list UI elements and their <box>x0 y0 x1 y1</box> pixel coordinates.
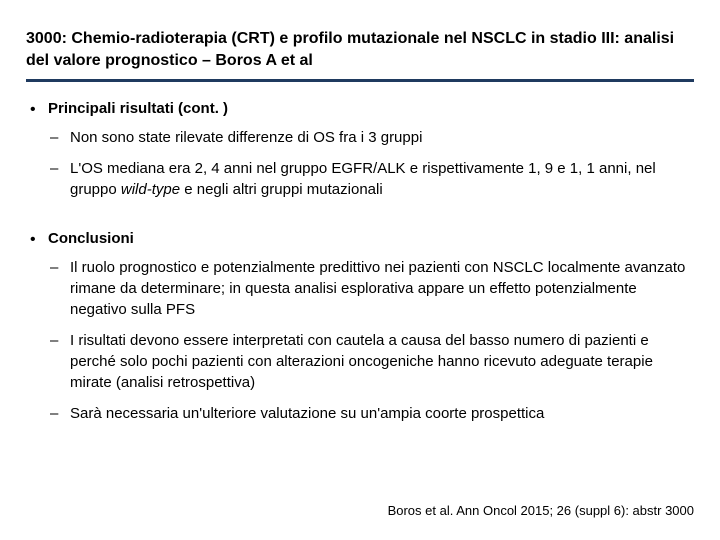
slide-title: 3000: Chemio-radioterapia (CRT) e profil… <box>26 28 694 82</box>
bullet-list: Il ruolo prognostico e potenzialmente pr… <box>48 257 694 424</box>
bullet-item: Il ruolo prognostico e potenzialmente pr… <box>48 257 694 320</box>
section-list: Conclusioni Il ruolo prognostico e poten… <box>26 228 694 424</box>
bullet-item: Sarà necessaria un'ulteriore valutazione… <box>48 403 694 424</box>
section-item: Principali risultati (cont. ) Non sono s… <box>26 98 694 200</box>
slide-content: Principali risultati (cont. ) Non sono s… <box>26 98 694 424</box>
slide: 3000: Chemio-radioterapia (CRT) e profil… <box>0 0 720 540</box>
bullet-list: Non sono state rilevate differenze di OS… <box>48 127 694 200</box>
italic-term: wild-type <box>121 181 180 198</box>
section-list: Principali risultati (cont. ) Non sono s… <box>26 98 694 200</box>
section-heading: Conclusioni <box>48 230 134 247</box>
section-item: Conclusioni Il ruolo prognostico e poten… <box>26 228 694 424</box>
bullet-text-suffix: e negli altri gruppi mutazionali <box>180 181 383 198</box>
citation: Boros et al. Ann Oncol 2015; 26 (suppl 6… <box>388 503 694 518</box>
section-heading: Principali risultati (cont. ) <box>48 100 228 117</box>
bullet-item: I risultati devono essere interpretati c… <box>48 330 694 393</box>
bullet-item: L'OS mediana era 2, 4 anni nel gruppo EG… <box>48 158 694 200</box>
bullet-item: Non sono state rilevate differenze di OS… <box>48 127 694 148</box>
